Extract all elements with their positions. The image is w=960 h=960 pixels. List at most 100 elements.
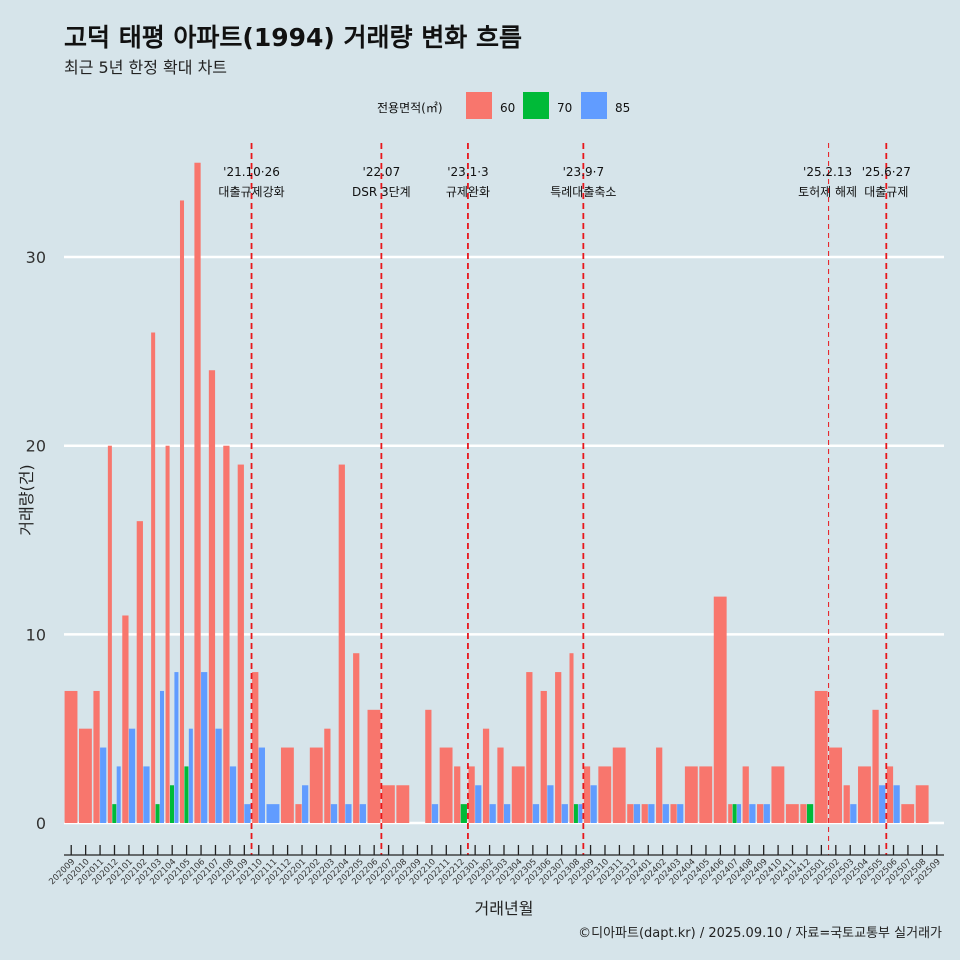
bar-202404-60 [684, 766, 698, 823]
bar-202204-60 [338, 464, 345, 823]
bar-202104-60 [165, 445, 170, 823]
bar-202411-60 [785, 804, 799, 823]
bar-202211-60 [439, 747, 453, 823]
bar-202406-60 [713, 596, 727, 823]
bar-202107-60 [208, 370, 216, 823]
bar-202010-60 [79, 728, 92, 823]
bar-202305-60 [526, 672, 533, 823]
bar-202310-60 [598, 766, 612, 823]
bar-202307-60 [555, 672, 562, 823]
event-date-202207: '22.07 [363, 165, 401, 179]
bar-202110-85 [258, 747, 265, 823]
bar-202105-85 [188, 728, 193, 823]
bar-202202-60 [309, 747, 323, 823]
bar-202205-60 [353, 653, 360, 823]
legend-label-70: 70 [557, 101, 572, 115]
event-annotations: '21.10·26 대출규제강화 '22.07 DSR 3단계 '23.1·3 규제완화 '… [218, 165, 910, 199]
bar-202403-85 [677, 804, 684, 823]
bar-202405-60 [699, 766, 713, 823]
bar-202308-60 [569, 653, 574, 823]
chart-title: 고덕 태평 아파트(1994) 거래량 변화 흐름 [64, 23, 522, 52]
bar-202012-85 [116, 766, 121, 823]
bar-202312-60 [627, 804, 634, 823]
bar-202210-60 [425, 709, 432, 823]
bar-202507-60 [901, 804, 915, 823]
event-date-202506: '25.6·27 [862, 165, 911, 179]
bar-202104-85 [174, 672, 179, 823]
legend-label-60: 60 [500, 101, 515, 115]
bar-202306-60 [540, 690, 547, 823]
bar-202407-60 [728, 804, 733, 823]
bar-202101-85 [128, 728, 136, 823]
bar-202506-85 [893, 785, 900, 823]
bar-202409-85 [763, 804, 770, 823]
bar-202401-60 [641, 804, 648, 823]
event-label-202110: 대출규제강화 [218, 185, 284, 199]
bar-202410-60 [771, 766, 785, 823]
event-date-202502: '25.2.13 [803, 165, 852, 179]
bar-202301-85 [475, 785, 482, 823]
bar-202105-60 [179, 200, 185, 823]
y-tick-label-20: 20 [26, 437, 46, 456]
bar-202407-70 [732, 804, 737, 823]
bar-202503-60 [843, 785, 850, 823]
bar-202109-85 [244, 804, 251, 823]
bar-202206-60 [367, 709, 381, 823]
bar-202504-60 [858, 766, 871, 823]
bar-202408-60 [742, 766, 749, 823]
y-tick-label-10: 10 [26, 625, 46, 644]
bar-202012-70 [112, 804, 117, 823]
bar-202502-60 [829, 747, 843, 823]
bar-202212-60 [454, 766, 461, 823]
bar-202108-60 [223, 445, 230, 823]
legend-title: 전용면적(㎡) [377, 101, 443, 115]
bar-202402-85 [662, 804, 669, 823]
bar-202311-60 [612, 747, 626, 823]
bar-202401-85 [648, 804, 655, 823]
event-lines [250, 143, 888, 855]
bar-202308-85 [578, 804, 583, 823]
legend-swatch-60 [466, 92, 492, 119]
bars [64, 162, 929, 824]
bar-202409-60 [757, 804, 764, 823]
bar-202503-85 [850, 804, 857, 823]
bar-202212-70 [460, 804, 467, 823]
y-tick-label-0: 0 [36, 814, 46, 833]
bar-202412-60 [800, 804, 807, 823]
bar-202102-85 [143, 766, 150, 823]
bar-202102-60 [136, 521, 143, 823]
event-label-202506: 대출규제 [864, 185, 908, 199]
bar-202106-60 [194, 162, 201, 824]
bar-202303-60 [497, 747, 504, 823]
bar-202508-60 [915, 785, 929, 823]
bar-202308-70 [573, 804, 578, 823]
bar-202103-85 [159, 690, 164, 823]
bar-202106-85 [201, 672, 208, 823]
bar-202302-85 [489, 804, 496, 823]
bar-202312-85 [633, 804, 641, 823]
legend: 전용면적(㎡) 60 70 85 [377, 92, 630, 119]
bar-202103-60 [151, 332, 156, 823]
bar-202205-85 [359, 804, 366, 823]
bar-202408-85 [749, 804, 756, 823]
bar-202309-85 [590, 785, 597, 823]
bar-202501-60 [814, 690, 828, 823]
event-label-202207: DSR 3단계 [352, 185, 411, 199]
bar-202107-85 [215, 728, 222, 823]
source-caption: ©디아파트(dapt.kr) / 2025.09.10 / 자료=국토교통부 실… [578, 926, 942, 941]
bar-202208-60 [396, 785, 410, 823]
x-axis-title: 거래년월 [475, 899, 534, 918]
bar-202309-60 [583, 766, 591, 823]
bar-202009-60 [64, 690, 78, 823]
bar-202201-60 [295, 804, 302, 823]
bar-202011-85 [100, 747, 107, 823]
event-label-202309: 특례대출축소 [550, 185, 616, 199]
bar-202207-60 [381, 785, 395, 823]
event-label-202502: 토허제 해제 [798, 185, 857, 199]
legend-label-85: 85 [615, 101, 630, 115]
bar-202203-85 [330, 804, 338, 823]
event-label-202301: 규제완화 [446, 185, 490, 199]
bar-202305-85 [532, 804, 540, 823]
bar-202402-60 [656, 747, 663, 823]
